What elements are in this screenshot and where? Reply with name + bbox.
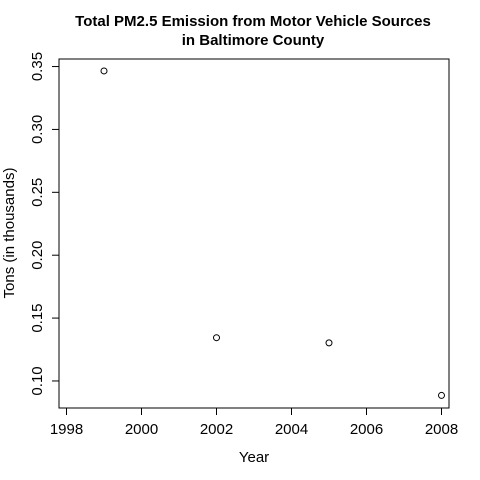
data-point <box>325 339 333 347</box>
x-tick-label: 1998 <box>50 421 83 438</box>
data-point <box>438 391 445 399</box>
x-tick-label: 2006 <box>350 421 383 438</box>
x-tick-label: 2000 <box>125 421 158 438</box>
x-axis-label: Year <box>239 449 269 466</box>
y-tick-label: 0.15 <box>29 303 46 332</box>
y-tick-label: 0.30 <box>29 115 46 144</box>
y-tick-label: 0.35 <box>29 52 46 81</box>
chart-title-line-2: in Baltimore County <box>182 32 325 49</box>
x-tick-label: 2002 <box>200 421 233 438</box>
y-axis-label: Tons (in thousands) <box>1 168 18 299</box>
x-tick-label: 2008 <box>425 421 458 438</box>
chart-title-line-1: Total PM2.5 Emission from Motor Vehicle … <box>75 13 431 30</box>
data-point <box>213 334 220 342</box>
x-tick-label: 2004 <box>275 421 308 438</box>
y-tick-label: 0.10 <box>29 366 46 395</box>
y-tick-label: 0.20 <box>29 241 46 270</box>
plot-box <box>58 58 450 409</box>
data-point <box>100 67 108 75</box>
y-tick-label: 0.25 <box>29 178 46 207</box>
data-points <box>100 67 445 399</box>
y-axis: 0.10 0.15 0.20 0.25 0.30 0.35 <box>29 52 60 396</box>
x-axis: 1998 2000 2002 2004 2006 2008 <box>50 407 458 438</box>
